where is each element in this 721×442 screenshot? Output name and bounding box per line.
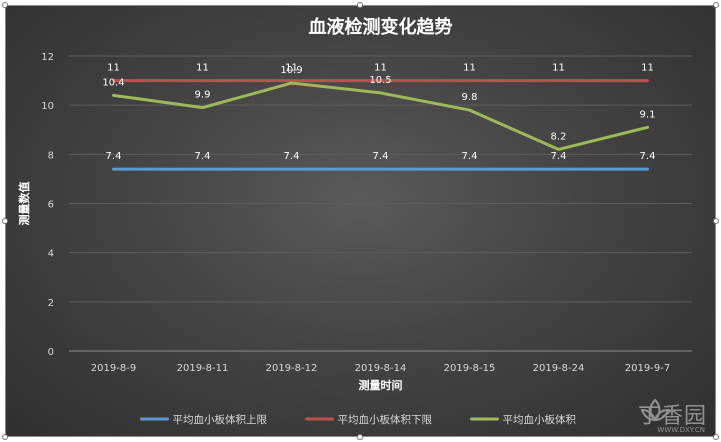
- y-tick-label: 12: [41, 52, 54, 63]
- watermark: 丁香园: [638, 398, 707, 430]
- watermark-text: 丁香园: [637, 404, 707, 429]
- x-tick-label: 2019-8-14: [355, 363, 407, 374]
- data-label: 7.4: [462, 151, 478, 162]
- x-axis-title: 测量时间: [359, 378, 403, 392]
- chart-area[interactable]: 血液检测变化趋势 0 2 4 6 8 10 12 2019-8-9 2019-8-11 2019-8…: [5, 5, 716, 437]
- y-tick-label: 6: [48, 200, 54, 211]
- data-label: 11: [107, 63, 120, 74]
- data-label: 7.4: [373, 151, 389, 162]
- y-axis-title: 测量数值: [17, 182, 31, 226]
- resize-handle-bottom-center[interactable]: [357, 434, 363, 440]
- data-label: 11: [374, 63, 387, 74]
- y-tick-label: 10: [41, 101, 54, 112]
- resize-handle-bottom-left[interactable]: [2, 434, 8, 440]
- data-label: 10.5: [369, 75, 391, 86]
- y-tick-label: 0: [48, 347, 54, 358]
- data-label: 11: [285, 63, 298, 74]
- x-tick-label: 2019-8-24: [533, 363, 585, 374]
- data-label: 9.9: [195, 90, 211, 101]
- resize-handle-top-right[interactable]: [713, 2, 719, 8]
- dxy-logo-icon: [640, 398, 670, 422]
- data-label: 11: [552, 63, 565, 74]
- data-label: 9.8: [462, 92, 478, 103]
- y-tick-label: 4: [48, 249, 54, 260]
- legend-label: 平均血小板体积: [503, 413, 577, 426]
- y-tick-label: 8: [48, 150, 54, 161]
- x-tick-label: 2019-8-9: [91, 363, 136, 374]
- resize-handle-middle-right[interactable]: [713, 218, 719, 224]
- data-label: 11: [463, 63, 476, 74]
- resize-handle-bottom-right[interactable]: [713, 434, 719, 440]
- data-label: 7.4: [640, 151, 656, 162]
- resize-handle-top-left[interactable]: [2, 2, 8, 8]
- line-chart: 血液检测变化趋势 0 2 4 6 8 10 12 2019-8-9 2019-8-11 2019-8…: [17, 16, 692, 426]
- x-tick-label: 2019-8-15: [444, 363, 496, 374]
- x-tick-label: 2019-8-12: [266, 363, 318, 374]
- data-label: 10.9: [280, 65, 302, 76]
- data-label: 7.4: [195, 151, 211, 162]
- data-label: 8.2: [551, 131, 567, 142]
- resize-handle-top-center[interactable]: [357, 2, 363, 8]
- data-label: 7.4: [284, 151, 300, 162]
- data-label: 7.4: [106, 151, 122, 162]
- legend-label: 平均血小板体积上限: [173, 413, 268, 426]
- chart-title: 血液检测变化趋势: [309, 16, 453, 38]
- x-tick-label: 2019-8-11: [177, 363, 229, 374]
- y-tick-label: 2: [48, 298, 54, 309]
- resize-handle-middle-left[interactable]: [2, 218, 8, 224]
- data-label: 11: [641, 63, 654, 74]
- legend-label: 平均血小板体积下限: [338, 413, 433, 426]
- series-line-3: [112, 81, 649, 151]
- data-label: 11: [196, 63, 209, 74]
- data-label: 9.1: [640, 109, 656, 120]
- watermark-url: WWW.DXY.CN: [657, 426, 705, 434]
- data-label: 7.4: [551, 151, 567, 162]
- x-tick-label: 2019-9-7: [625, 363, 670, 374]
- data-label: 10.4: [102, 77, 124, 88]
